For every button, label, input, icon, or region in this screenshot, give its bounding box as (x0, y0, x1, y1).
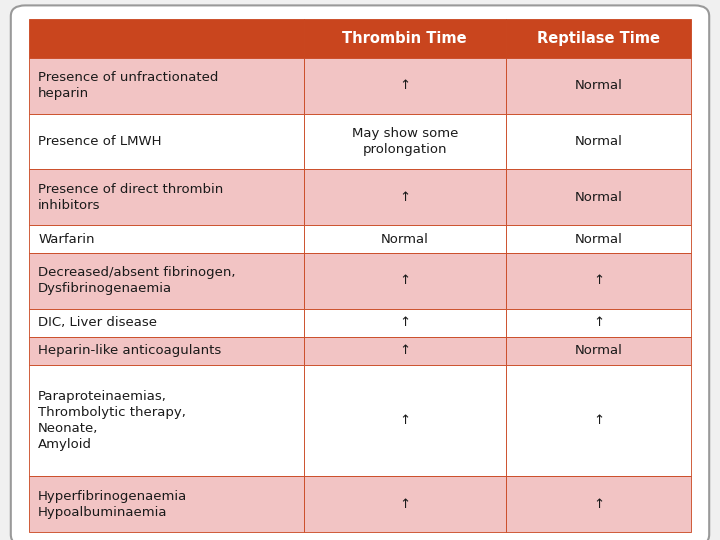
Text: Normal: Normal (381, 233, 428, 246)
Text: Reptilase Time: Reptilase Time (537, 31, 660, 46)
Bar (29, 364, 304, 476)
Bar (505, 364, 691, 476)
Text: Normal: Normal (575, 79, 622, 92)
Text: Normal: Normal (575, 135, 622, 148)
Bar (304, 253, 505, 309)
Bar (505, 170, 691, 225)
Bar (29, 19, 304, 58)
Text: May show some
prolongation: May show some prolongation (351, 127, 458, 156)
Text: Presence of direct thrombin
inhibitors: Presence of direct thrombin inhibitors (38, 183, 223, 212)
Bar (505, 225, 691, 253)
Bar (29, 114, 304, 170)
Bar (304, 476, 505, 532)
Text: Normal: Normal (575, 191, 622, 204)
Bar (29, 225, 304, 253)
Text: Hyperfibrinogenaemia
Hypoalbuminaemia: Hyperfibrinogenaemia Hypoalbuminaemia (38, 490, 187, 518)
Text: Heparin-like anticoagulants: Heparin-like anticoagulants (38, 344, 222, 357)
Bar (29, 309, 304, 337)
Text: Thrombin Time: Thrombin Time (343, 31, 467, 46)
Text: ↑: ↑ (399, 414, 410, 427)
Bar (505, 114, 691, 170)
Text: Paraproteinaemias,
Thrombolytic therapy,
Neonate,
Amyloid: Paraproteinaemias, Thrombolytic therapy,… (38, 390, 186, 451)
Bar (505, 476, 691, 532)
Bar (29, 337, 304, 364)
Text: ↑: ↑ (399, 344, 410, 357)
Bar (505, 58, 691, 114)
Bar (304, 309, 505, 337)
Text: Warfarin: Warfarin (38, 233, 94, 246)
Bar (29, 253, 304, 309)
Text: ↑: ↑ (399, 316, 410, 329)
Text: ↑: ↑ (593, 274, 604, 287)
FancyBboxPatch shape (11, 5, 709, 540)
Bar (304, 58, 505, 114)
Bar (505, 309, 691, 337)
Bar (505, 253, 691, 309)
Text: Normal: Normal (575, 344, 622, 357)
Text: Presence of unfractionated
heparin: Presence of unfractionated heparin (38, 71, 219, 100)
Bar (505, 337, 691, 364)
Text: ↑: ↑ (593, 497, 604, 510)
Text: ↑: ↑ (399, 274, 410, 287)
Bar (304, 170, 505, 225)
Bar (29, 170, 304, 225)
Text: ↑: ↑ (399, 79, 410, 92)
Bar (304, 19, 505, 58)
Text: ↑: ↑ (593, 414, 604, 427)
Text: ↑: ↑ (399, 497, 410, 510)
Text: Decreased/absent fibrinogen,
Dysfibrinogenaemia: Decreased/absent fibrinogen, Dysfibrinog… (38, 266, 235, 295)
Text: DIC, Liver disease: DIC, Liver disease (38, 316, 157, 329)
Text: Presence of LMWH: Presence of LMWH (38, 135, 162, 148)
Bar (304, 225, 505, 253)
Text: Normal: Normal (575, 233, 622, 246)
Bar (304, 364, 505, 476)
Text: ↑: ↑ (399, 191, 410, 204)
Bar (505, 19, 691, 58)
Text: ↑: ↑ (593, 316, 604, 329)
Bar (29, 58, 304, 114)
Bar (29, 476, 304, 532)
Bar (304, 114, 505, 170)
Bar (304, 337, 505, 364)
